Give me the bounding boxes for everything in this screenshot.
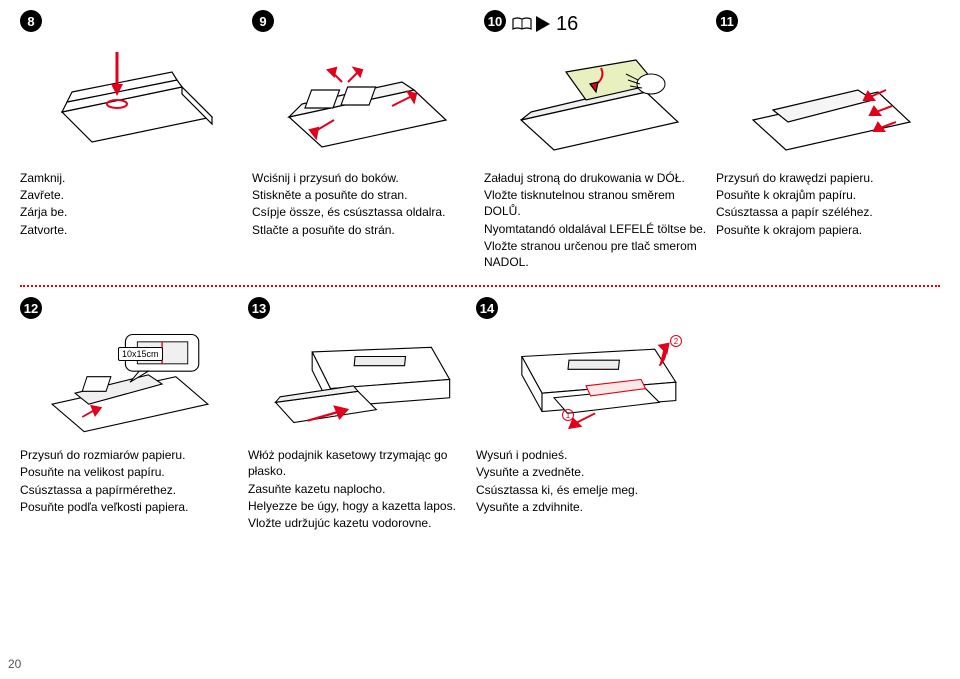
- step-10: 10 16: [484, 10, 708, 271]
- book-icon: [512, 17, 530, 31]
- divider-dots: [20, 285, 940, 287]
- text-line: Stlačte a posuňte do strán.: [252, 222, 476, 238]
- row-1: 8 Zamknij. Zavřete. Zárja be. Zatvorte.: [20, 10, 940, 271]
- text-line: Przysuń do rozmiarów papieru.: [20, 447, 240, 463]
- row-2: 12 10x15cm: [20, 297, 940, 532]
- text-line: Vložte tisknutelnou stranou směrem DOLŮ.: [484, 187, 708, 219]
- text-13: Włóż podajnik kasetowy trzymając go płas…: [248, 447, 468, 532]
- text-14: Wysuń i podnieś. Vysuňte a zvedněte. Csú…: [476, 447, 696, 516]
- step-number-10: 10: [484, 10, 506, 32]
- text-line: Wysuń i podnieś.: [476, 447, 696, 463]
- text-12: Przysuń do rozmiarów papieru. Posuňte na…: [20, 447, 240, 516]
- text-line: Zavřete.: [20, 187, 244, 203]
- step-number-11: 11: [716, 10, 738, 32]
- text-line: Posuňte k okrajom papiera.: [716, 222, 940, 238]
- text-line: Vysuňte a zvedněte.: [476, 464, 696, 480]
- text-line: Zamknij.: [20, 170, 244, 186]
- text-line: Csípje össze, és csúsztassa oldalra.: [252, 204, 476, 220]
- text-line: Posuňte na velikost papíru.: [20, 464, 240, 480]
- step-number-8: 8: [20, 10, 42, 32]
- text-line: Włóż podajnik kasetowy trzymając go płas…: [248, 447, 468, 479]
- text-line: Zatvorte.: [20, 222, 244, 238]
- step-number-12: 12: [20, 297, 42, 319]
- text-line: Zasuňte kazetu naplocho.: [248, 481, 468, 497]
- text-9: Wciśnij i przysuń do boków. Stiskněte a …: [252, 170, 476, 239]
- text-line: Csúsztassa ki, és emelje meg.: [476, 482, 696, 498]
- text-line: Vložte udržujúc kazetu vodorovne.: [248, 515, 468, 531]
- illustration-10: [484, 42, 708, 162]
- text-line: Stiskněte a posuňte do stran.: [252, 187, 476, 203]
- illustration-12: 10x15cm: [20, 329, 240, 439]
- text-8: Zamknij. Zavřete. Zárja be. Zatvorte.: [20, 170, 244, 239]
- step-8: 8 Zamknij. Zavřete. Zárja be. Zatvorte.: [20, 10, 244, 271]
- paper-size-label: 10x15cm: [118, 347, 163, 361]
- illustration-11: [716, 42, 940, 162]
- step-14: 14 1: [476, 297, 696, 532]
- text-line: Posuňte podľa veľkosti papiera.: [20, 499, 240, 515]
- text-line: Nyomtatandó oldalával LEFELÉ töltse be.: [484, 221, 708, 237]
- text-line: Vložte stranou určenou pre tlač smerom N…: [484, 238, 708, 270]
- step-13: 13 Włóż pod: [248, 297, 468, 532]
- step-11: 11 Przysuń do krawędzi papieru. Posuňte …: [716, 10, 940, 271]
- step-number-13: 13: [248, 297, 270, 319]
- text-line: Wciśnij i przysuń do boków.: [252, 170, 476, 186]
- illustration-13: [248, 329, 468, 439]
- step-number-9: 9: [252, 10, 274, 32]
- text-line: Przysuń do krawędzi papieru.: [716, 170, 940, 186]
- text-line: Posuňte k okrajům papíru.: [716, 187, 940, 203]
- text-line: Csúsztassa a papírmérethez.: [20, 482, 240, 498]
- step-number-14: 14: [476, 297, 498, 319]
- illustration-9: [252, 42, 476, 162]
- arrow-right-icon: [536, 16, 550, 32]
- text-line: Helyezze be úgy, hogy a kazetta lapos.: [248, 498, 468, 514]
- text-line: Załaduj stroną do drukowania w DÓŁ.: [484, 170, 708, 186]
- text-line: Zárja be.: [20, 204, 244, 220]
- text-line: Csúsztassa a papír széléhez.: [716, 204, 940, 220]
- illustration-8: [20, 42, 244, 162]
- step-9: 9 Wciśnij i przysuń do bokó: [252, 10, 476, 271]
- reference-page: 16: [556, 13, 578, 36]
- page-number: 20: [8, 657, 21, 671]
- text-10: Załaduj stroną do drukowania w DÓŁ. Vlož…: [484, 170, 708, 271]
- text-line: Vysuňte a zdvihnite.: [476, 499, 696, 515]
- text-11: Przysuń do krawędzi papieru. Posuňte k o…: [716, 170, 940, 239]
- step-12: 12 10x15cm: [20, 297, 240, 532]
- illustration-14: 1 2: [476, 329, 696, 439]
